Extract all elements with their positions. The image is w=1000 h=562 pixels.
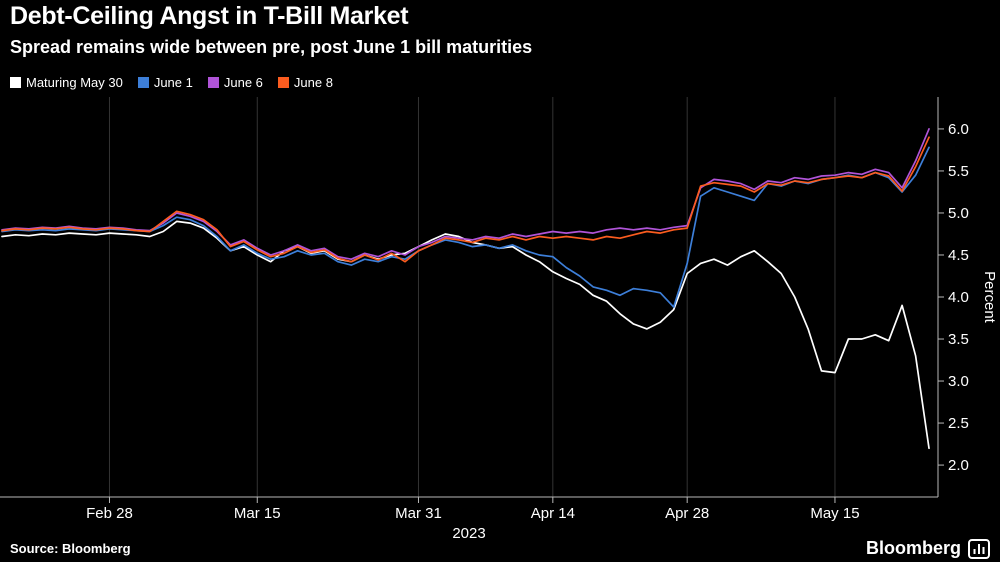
y-axis-tick-label: 5.0 bbox=[948, 205, 969, 222]
legend-swatch-june-6 bbox=[207, 77, 219, 88]
legend-label-june-6: June 6 bbox=[223, 75, 263, 90]
series-line-june-1 bbox=[1, 146, 930, 308]
legend-swatch-maturing-may-30 bbox=[10, 77, 21, 88]
x-axis-tick-label: May 15 bbox=[810, 505, 859, 522]
bloomberg-wordmark: Bloomberg bbox=[865, 538, 961, 558]
x-axis-tick-label: Apr 28 bbox=[665, 505, 709, 522]
y-axis-tick-label: 2.0 bbox=[948, 457, 969, 474]
x-axis-tick-label: Mar 15 bbox=[234, 505, 281, 522]
chart-subtitle: Spread remains wide between pre, post Ju… bbox=[10, 37, 533, 57]
chart-legend: Maturing May 30 June 1 June 6 June 8 bbox=[10, 75, 333, 90]
source-attribution: Source: Bloomberg bbox=[10, 541, 131, 556]
legend-item-june-8: June 8 bbox=[277, 75, 333, 90]
legend-swatch-june-8 bbox=[277, 77, 289, 88]
legend-item-june-6: June 6 bbox=[207, 75, 263, 90]
legend-label-june-8: June 8 bbox=[293, 75, 333, 90]
y-axis-title: Percent bbox=[981, 271, 998, 324]
y-axis-tick-label: 2.5 bbox=[948, 415, 969, 432]
series-line-june-8 bbox=[1, 136, 930, 263]
legend-label-maturing-may-30: Maturing May 30 bbox=[26, 75, 123, 90]
x-axis-tick-label: Apr 14 bbox=[531, 505, 575, 522]
y-axis-tick-label: 4.5 bbox=[948, 247, 969, 264]
y-axis-tick-label: 3.0 bbox=[948, 373, 969, 390]
series-line-june-6 bbox=[1, 128, 930, 261]
y-axis-tick-label: 5.5 bbox=[948, 163, 969, 180]
page-title: Debt-Ceiling Angst in T-Bill Market bbox=[10, 2, 409, 30]
series-line-maturing-may-30 bbox=[1, 220, 930, 450]
y-axis-tick-label: 4.0 bbox=[948, 289, 969, 306]
bloomberg-logo: Bloomberg bbox=[866, 538, 990, 559]
legend-label-june-1: June 1 bbox=[153, 75, 193, 90]
x-axis-tick-label: Mar 31 bbox=[395, 505, 442, 522]
y-axis-tick-label: 6.0 bbox=[948, 121, 969, 138]
x-axis-year-label: 2023 bbox=[452, 525, 485, 542]
legend-item-maturing-may-30: Maturing May 30 bbox=[10, 75, 123, 90]
legend-swatch-june-1 bbox=[137, 77, 149, 88]
legend-item-june-1: June 1 bbox=[137, 75, 193, 90]
x-axis-tick-label: Feb 28 bbox=[86, 505, 133, 522]
bloomberg-chart-icon bbox=[968, 538, 990, 559]
y-axis-tick-label: 3.5 bbox=[948, 331, 969, 348]
